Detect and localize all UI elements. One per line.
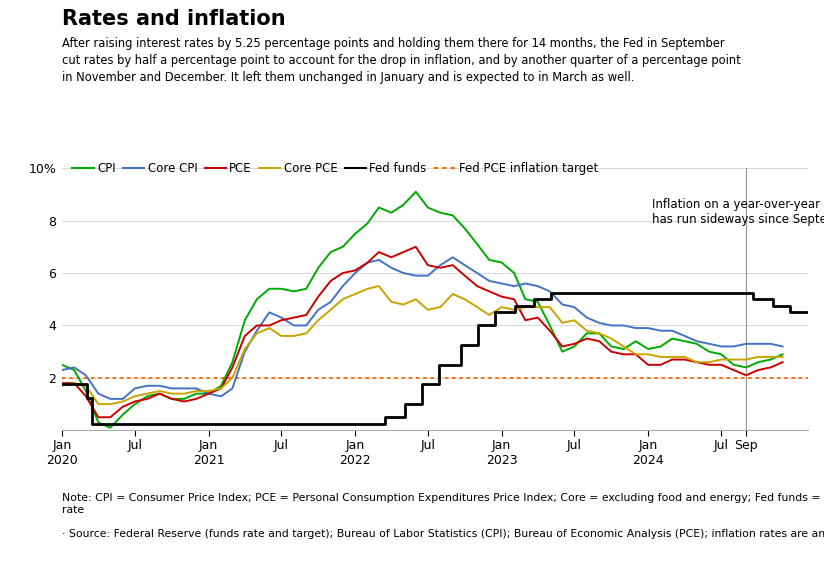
Legend: CPI, Core CPI, PCE, Core PCE, Fed funds, Fed PCE inflation target: CPI, Core CPI, PCE, Core PCE, Fed funds,… (68, 157, 602, 180)
Text: After raising interest rates by 5.25 percentage points and holding them there fo: After raising interest rates by 5.25 per… (62, 37, 741, 84)
Text: · Source: Federal Reserve (funds rate and target); Bureau of Labor Statistics (C: · Source: Federal Reserve (funds rate an… (62, 529, 824, 539)
Text: Note: CPI = Consumer Price Index; PCE = Personal Consumption Expenditures Price : Note: CPI = Consumer Price Index; PCE = … (62, 493, 824, 515)
Text: Inflation on a year-over-year basis
has run sideways since September: Inflation on a year-over-year basis has … (652, 198, 824, 226)
Text: Rates and inflation: Rates and inflation (62, 9, 285, 28)
